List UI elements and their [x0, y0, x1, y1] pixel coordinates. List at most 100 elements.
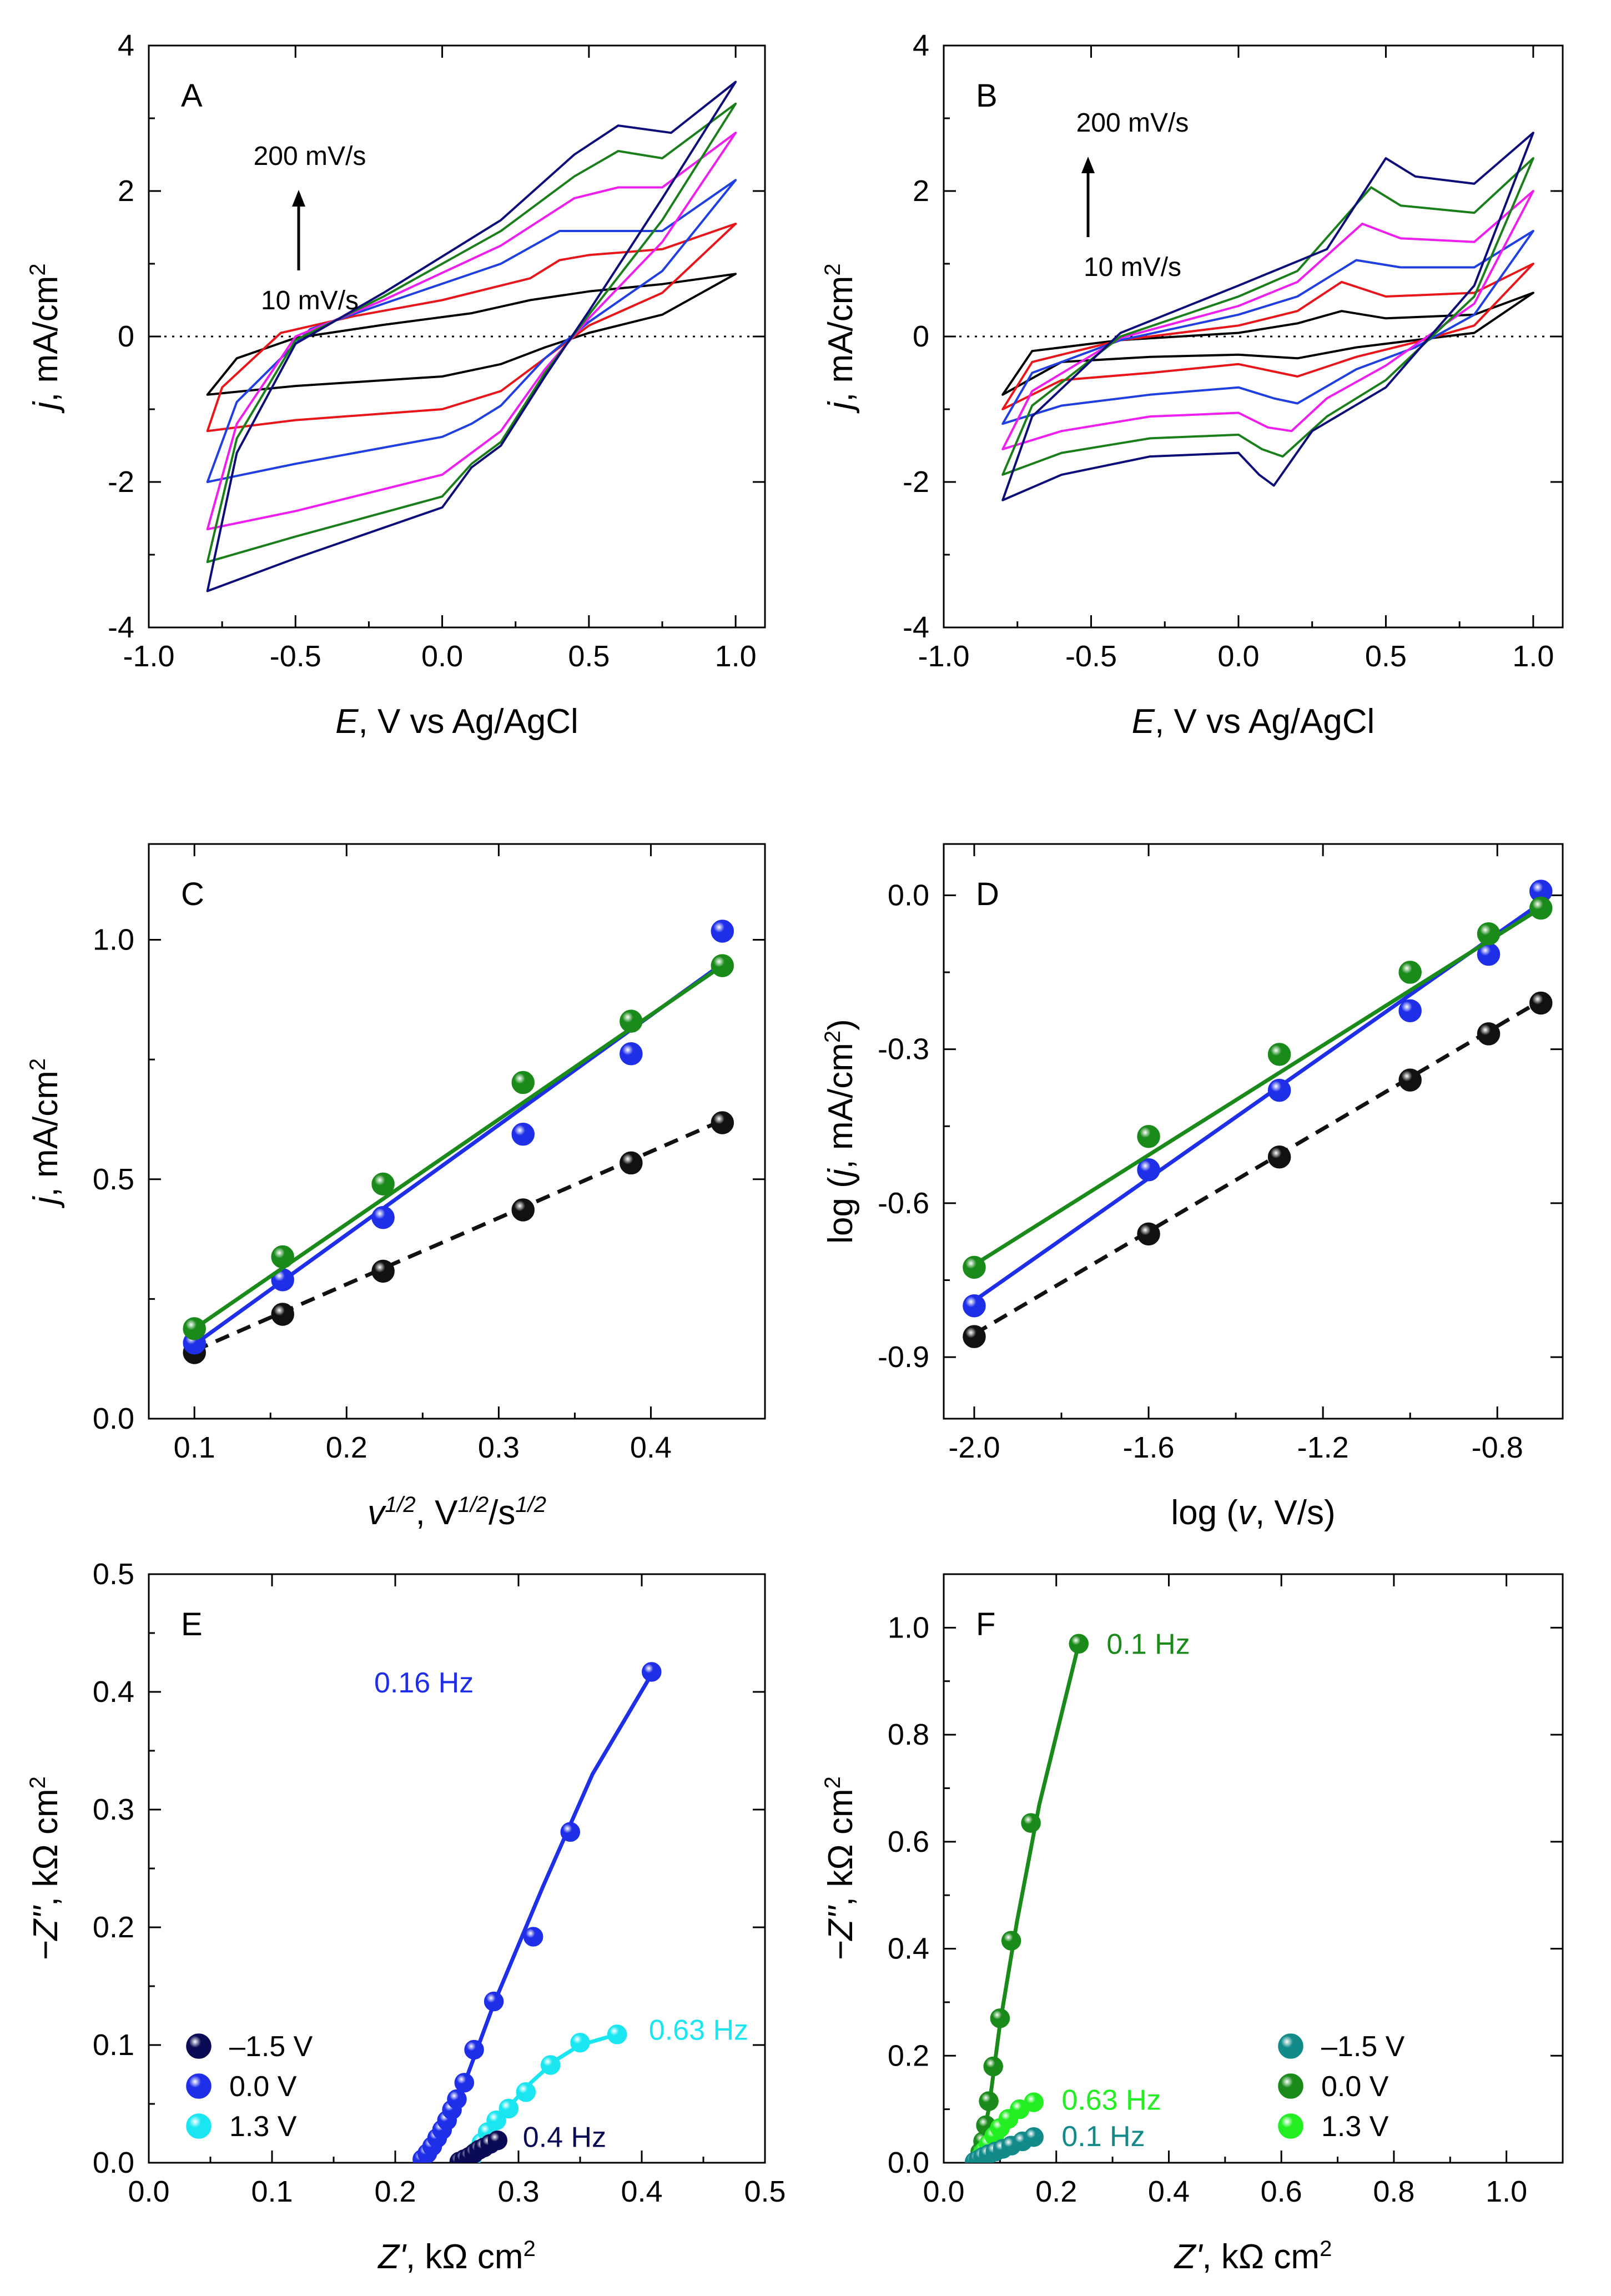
x-tick-label: 1.0	[1486, 2175, 1527, 2208]
x-axis-label: E, V vs Ag/AgCl	[1132, 702, 1375, 741]
fit-line-green	[973, 906, 1542, 1267]
panel-label: C	[181, 876, 204, 912]
legend-marker	[1278, 2073, 1303, 2099]
data-point	[183, 1317, 206, 1340]
x-tick-label: 0.0	[128, 2175, 169, 2208]
y-tick-label: 0.5	[93, 1163, 134, 1196]
x-tick-label: -0.5	[1065, 640, 1117, 673]
data-point	[1529, 991, 1553, 1015]
y-tick-label: 1.0	[93, 923, 134, 957]
y-axis-label: j, mA/cm2	[820, 263, 860, 413]
data-point	[540, 2055, 561, 2075]
y-tick-label: 0.2	[888, 2039, 929, 2072]
data-point	[642, 1662, 662, 1682]
cv-curve-10-mV-s	[1001, 292, 1534, 396]
cv-curve-200-mV-s	[206, 81, 737, 592]
y-tick-label: 0.3	[93, 1793, 134, 1826]
data-point	[979, 2091, 999, 2111]
x-tick-label: -0.5	[270, 640, 321, 673]
annotation-bottom: 10 mV/s	[261, 286, 359, 315]
y-tick-label: 4	[118, 29, 134, 62]
legend-marker	[186, 2113, 212, 2139]
x-tick-label: 0.3	[478, 1431, 520, 1464]
y-tick-label: 0.0	[93, 2146, 134, 2179]
y-axis-label: j, mA/cm2	[26, 263, 65, 413]
data-point	[1137, 1222, 1160, 1246]
data-point	[963, 1325, 986, 1348]
x-tick-label: 0.1	[251, 2175, 293, 2208]
y-tick-label: -0.6	[878, 1187, 929, 1220]
y-tick-label: 0.5	[93, 1558, 134, 1591]
plot-frame-C	[148, 843, 766, 1420]
data-point	[620, 1042, 643, 1066]
data-point	[1024, 2092, 1044, 2112]
frequency-annotation: 0.63 Hz	[1061, 2084, 1161, 2116]
data-point	[486, 2110, 506, 2131]
x-tick-label: 0.5	[744, 2175, 786, 2208]
data-point	[1267, 1145, 1291, 1169]
x-axis-label: Z', kΩ cm2	[377, 2237, 536, 2276]
arrow-head-icon	[1081, 157, 1095, 173]
data-point	[1477, 1022, 1501, 1046]
x-tick-label: 0.0	[421, 640, 463, 673]
data-point	[711, 1111, 734, 1134]
y-tick-label: -4	[108, 611, 134, 644]
frequency-annotation: 0.16 Hz	[374, 1667, 474, 1699]
x-tick-label: 1.0	[715, 640, 757, 673]
x-tick-label: 0.8	[1373, 2175, 1414, 2208]
legend-label: –1.5 V	[1321, 2031, 1405, 2063]
y-tick-label: 1.0	[888, 1611, 929, 1644]
cv-curve-200-mV-s	[1001, 132, 1534, 501]
cv-curve-100-mV-s	[1001, 190, 1534, 450]
data-point	[1137, 1158, 1160, 1182]
panel-C: 0.1 0.2 0.3 0.4 0.0 0.5 1.0 Cv1/2, V1/2/s1/2 j, …	[26, 843, 766, 1532]
data-point	[620, 1151, 643, 1175]
data-point	[990, 2008, 1010, 2028]
y-tick-label: 0	[913, 320, 929, 353]
plot-area-E	[412, 1662, 662, 2163]
data-point	[523, 1927, 543, 1947]
x-tick-label: 0.6	[1261, 2175, 1302, 2208]
x-tick-label: 1.0	[1512, 640, 1554, 673]
cv-curve-10-mV-s	[206, 273, 737, 396]
x-tick-label: 0.3	[497, 2175, 539, 2208]
data-point	[484, 1991, 504, 2012]
y-tick-label: 2	[913, 174, 929, 208]
y-tick-label: 0.0	[93, 1402, 134, 1435]
y-tick-label: 2	[118, 174, 134, 208]
panel-label: E	[181, 1606, 203, 1642]
data-point	[1398, 961, 1422, 984]
panel-A: -1.0 -0.5 0.0 0.5 1.0 -4 -2 0 2 4 A E, V vs Ag/AgCl…	[26, 29, 766, 741]
data-point	[1398, 999, 1422, 1023]
x-tick-label: 0.2	[1035, 2175, 1077, 2208]
x-tick-label: 0.5	[568, 640, 610, 673]
x-tick-label: -1.0	[123, 640, 174, 673]
legend-marker	[1278, 2033, 1303, 2059]
annotation-top: 200 mV/s	[1076, 108, 1189, 138]
x-tick-label: 0.0	[923, 2175, 964, 2208]
panel-label: D	[976, 876, 999, 912]
y-tick-label: 0.4	[93, 1675, 134, 1709]
x-tick-label: 0.2	[374, 2175, 416, 2208]
cv-curve-150-mV-s	[1001, 157, 1534, 476]
data-point	[499, 2098, 518, 2119]
frequency-annotation: 0.1 Hz	[1106, 1628, 1190, 1660]
data-point	[271, 1303, 294, 1326]
y-axis-label: −Z'', kΩ cm2	[26, 1776, 65, 1961]
data-point	[607, 2024, 627, 2044]
data-point	[983, 2056, 1003, 2077]
data-point	[963, 1294, 986, 1318]
data-point	[1024, 2127, 1044, 2147]
x-tick-label: -1.6	[1123, 1431, 1175, 1464]
data-point	[1001, 1931, 1021, 1951]
data-point	[1267, 1078, 1291, 1102]
panel-label: B	[976, 78, 998, 114]
data-point	[487, 2130, 508, 2151]
annotation-top: 200 mV/s	[254, 142, 366, 171]
x-tick-label: -1.0	[918, 640, 969, 673]
data-point	[511, 1071, 535, 1094]
legend-marker	[186, 2033, 212, 2059]
plot-area-C	[183, 920, 734, 1364]
cv-curve-20-mV-s	[1001, 263, 1534, 410]
y-tick-label: 0.6	[888, 1825, 929, 1858]
